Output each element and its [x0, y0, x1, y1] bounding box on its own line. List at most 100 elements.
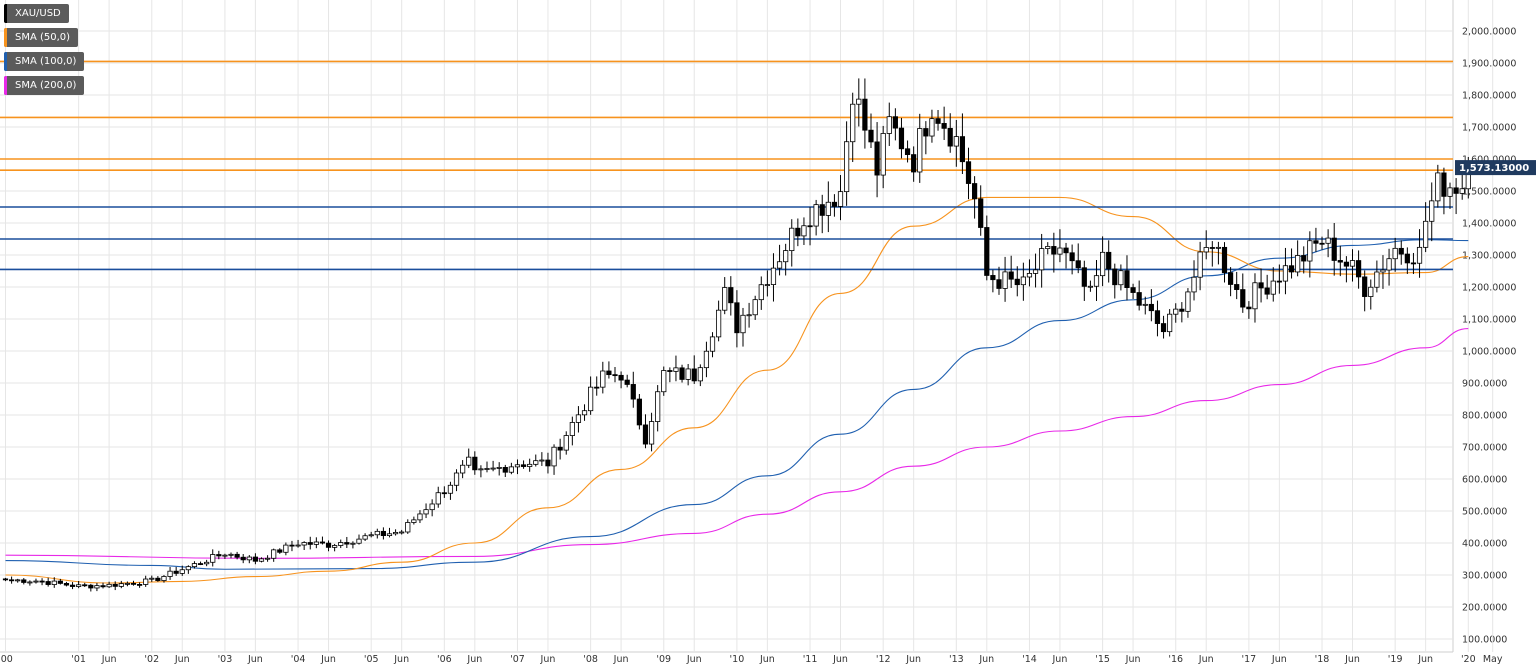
candle-up [1386, 258, 1392, 271]
candle-up [673, 367, 679, 372]
candle-up [709, 336, 716, 352]
candle-up [167, 570, 173, 577]
legend-item[interactable]: XAU/USD [4, 4, 69, 23]
candle-up [386, 533, 393, 537]
candle-up [1020, 276, 1026, 286]
candle-down [289, 544, 295, 547]
x-tick-label: '10 [730, 654, 745, 665]
candle-down [136, 583, 143, 586]
x-tick-label: Jun [466, 654, 482, 665]
candle-down [1362, 276, 1368, 297]
x-tick-label: Jun [1344, 654, 1360, 665]
candle-up [789, 227, 795, 252]
candle-down [1106, 251, 1112, 270]
x-tick-label: '14 [1022, 654, 1037, 665]
x-tick-label: '15 [1095, 654, 1110, 665]
candle-down [1179, 308, 1185, 312]
candle-up [1416, 246, 1423, 264]
y-tick-label: 400.0000 [1462, 539, 1507, 550]
candle-up [466, 456, 472, 466]
candle-up [569, 422, 575, 436]
candle-up [1282, 265, 1289, 282]
legend-item[interactable]: SMA (100,0) [4, 52, 85, 71]
candle-up [1435, 172, 1441, 202]
candle-down [1081, 267, 1087, 287]
candle-down [319, 541, 326, 544]
candle-up [575, 414, 582, 423]
candle-down [734, 302, 740, 334]
candle-up [1252, 282, 1258, 310]
candle-up [1142, 303, 1148, 306]
candle-up [770, 267, 777, 285]
candle-up [527, 463, 533, 467]
x-tick-label: May [1483, 654, 1503, 665]
legend-label: SMA (200,0) [15, 80, 77, 91]
candle-down [1404, 253, 1410, 264]
candle-down [862, 98, 868, 131]
candle-up [880, 133, 886, 176]
candle-down [1075, 260, 1081, 269]
candle-down [642, 424, 649, 445]
candle-down [1355, 260, 1362, 278]
candle-down [1069, 252, 1075, 262]
candle-up [581, 410, 588, 416]
candle-up [752, 299, 758, 316]
candle-down [1008, 271, 1014, 280]
candle-up [356, 538, 362, 544]
candle-up [1057, 247, 1063, 255]
candle-up [740, 314, 746, 334]
candle-up [801, 225, 807, 237]
candle-down [545, 459, 551, 467]
x-tick-label: Jun [1271, 654, 1287, 665]
candle-down [911, 154, 917, 173]
candle-down [88, 584, 94, 589]
candle-up [1270, 280, 1276, 295]
y-tick-label: 300.0000 [1462, 571, 1507, 582]
candle-up [746, 314, 752, 317]
candle-down [1014, 278, 1020, 286]
candle-up [460, 464, 466, 474]
candle-down [618, 374, 624, 381]
x-tick-label: Jun [320, 654, 336, 665]
candle-up [423, 509, 429, 515]
x-tick-label: Jun [613, 654, 629, 665]
x-tick-label: '03 [218, 654, 233, 665]
legend-item[interactable]: SMA (50,0) [4, 28, 79, 47]
x-tick-label: '02 [144, 654, 159, 665]
candle-up [417, 513, 423, 521]
x-tick-label: '08 [583, 654, 598, 665]
candle-up [362, 535, 368, 540]
candle-up [661, 370, 667, 393]
candle-up [953, 136, 959, 147]
candle-down [984, 227, 990, 276]
candle-down [21, 579, 27, 583]
candle-down [996, 279, 1002, 289]
candle-down [728, 287, 734, 304]
candle-up [856, 98, 862, 105]
candle-up [124, 582, 130, 585]
x-tick-label: Jun [174, 654, 190, 665]
candle-down [39, 580, 45, 583]
y-tick-label: 500.0000 [1462, 507, 1507, 518]
candle-down [197, 563, 204, 565]
candle-up [697, 367, 703, 382]
x-tick-label: Jun [978, 654, 994, 665]
candle-up [453, 472, 460, 486]
candle-down [831, 201, 838, 207]
candle-down [819, 204, 825, 216]
candle-down [1221, 246, 1228, 274]
candle-down [624, 379, 630, 385]
legend-item[interactable]: SMA (200,0) [4, 76, 85, 95]
candle-up [1100, 251, 1106, 277]
candle-up [258, 558, 265, 562]
candle-down [557, 446, 563, 451]
candle-down [8, 579, 15, 582]
x-tick-label: '19 [1388, 654, 1403, 665]
y-tick-label: 1,000.0000 [1462, 347, 1516, 358]
candle-down [1301, 255, 1307, 262]
y-tick-label: 1,700.0000 [1462, 123, 1516, 134]
candle-down [277, 549, 283, 553]
candle-up [313, 541, 319, 545]
candle-down [216, 554, 222, 557]
candle-up [1191, 276, 1197, 293]
